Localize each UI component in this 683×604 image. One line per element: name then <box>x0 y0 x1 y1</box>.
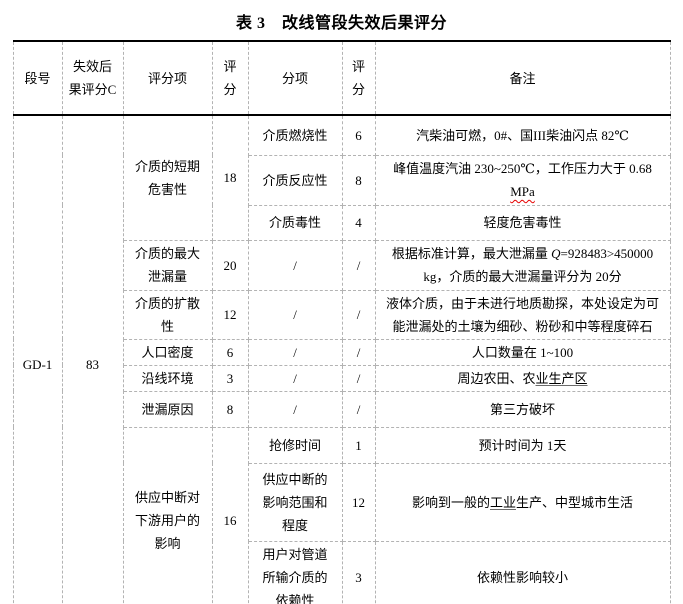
sub-score-cell: / <box>341 338 376 366</box>
header-score: 评分 <box>211 40 249 116</box>
spellcheck-marked-text: MPa <box>510 184 535 199</box>
sub-score-cell: 4 <box>341 204 376 241</box>
item-cell: 介质的最大泄漏量 <box>122 239 213 291</box>
item-cell: 供应中断对下游用户的影响 <box>122 426 213 604</box>
failure-consequence-table: 段号 失效后果评分C 评分项 评分 分项 评分 备注 GD-1 83 介质的短期… <box>12 40 671 604</box>
header-sub-score: 评分 <box>341 40 376 116</box>
item-score-cell: 8 <box>211 390 249 428</box>
sub-item-cell: 用户对管道所输介质的依赖性 <box>247 540 343 604</box>
sub-item-cell: / <box>247 289 343 340</box>
sub-item-cell: 介质燃烧性 <box>247 114 343 156</box>
note-cell: 人口数量在 1~100 <box>374 338 671 366</box>
note-cell: 预计时间为 1天 <box>374 426 671 464</box>
table-row: GD-1 83 介质的短期危害性 18 介质燃烧性 6 汽柴油可燃，0#、国II… <box>12 114 671 604</box>
sub-item-cell: 介质反应性 <box>247 154 343 206</box>
sub-score-cell: / <box>341 239 376 291</box>
table-row: 介质毒性 4 轻度危害毒性 <box>13 204 671 241</box>
item-score-cell: 12 <box>211 289 249 340</box>
note-text: 根据标准计算，最大泄漏量 <box>391 246 552 261</box>
note-text: 影响到一般的 <box>411 494 490 510</box>
segment-id-cell: GD-1 <box>12 114 63 604</box>
table-row: 介质反应性 8 峰值温度汽油 230~250℃，工作压力大于 0.68 MPa <box>13 154 671 206</box>
item-cell: 泄漏原因 <box>122 390 213 428</box>
note-text: 周边农田、农 <box>457 370 536 386</box>
header-row: 段号 失效后果评分C 评分项 评分 分项 评分 备注 <box>12 40 671 116</box>
note-cell: 影响到一般的工业生产、中型城市生活 <box>374 462 671 542</box>
note-text: 生产、中型城市生活 <box>516 494 634 510</box>
note-text: =928483>450000 <box>560 246 654 261</box>
item-score-cell: 20 <box>211 239 249 291</box>
item-score-cell: 3 <box>211 364 249 392</box>
header-item: 评分项 <box>122 40 213 116</box>
sub-item-cell: 供应中断的影响范围和程度 <box>247 462 343 542</box>
note-text: kg，介质的最大泄漏量评分为 20分 <box>423 269 622 284</box>
segment-score-cell: 83 <box>61 114 124 604</box>
item-cell: 介质的短期危害性 <box>122 114 213 241</box>
note-cell: 根据标准计算，最大泄漏量 Q=928483>450000 kg，介质的最大泄漏量评… <box>374 239 671 291</box>
item-score-cell: 16 <box>211 426 249 604</box>
item-score-cell: 18 <box>211 114 249 241</box>
note-cell: 周边农田、农业生产区 <box>374 364 671 392</box>
sub-item-cell: 介质毒性 <box>247 204 343 241</box>
item-score-cell: 6 <box>211 338 249 366</box>
sub-score-cell: 3 <box>341 540 376 604</box>
item-cell: 介质的扩散性 <box>122 289 213 340</box>
grammar-marked-text: 工业 <box>489 494 516 510</box>
header-sub-item: 分项 <box>247 40 343 116</box>
header-segment: 段号 <box>12 40 63 116</box>
sub-item-cell: / <box>247 390 343 428</box>
table-row: 用户对管道所输介质的依赖性 3 依赖性影响较小 <box>13 540 671 604</box>
sub-score-cell: / <box>341 289 376 340</box>
note-cell: 液体介质，由于未进行地质勘探，本处设定为可能泄漏处的土壤为细砂、粉砂和中等程度碎… <box>374 289 671 340</box>
table-title: 表 3 改线管段失效后果评分 <box>235 15 447 32</box>
note-cell: 峰值温度汽油 230~250℃，工作压力大于 0.68 MPa <box>374 154 671 206</box>
header-score-c: 失效后果评分C <box>61 40 124 116</box>
sub-item-cell: / <box>247 338 343 366</box>
sub-score-cell: 8 <box>341 154 376 206</box>
table-row: 介质的最大泄漏量 20 / / 根据标准计算，最大泄漏量 Q=928483>45… <box>13 239 671 291</box>
sub-score-cell: 12 <box>341 462 376 542</box>
grammar-marked-text: 业生产区 <box>535 370 588 386</box>
note-cell: 汽柴油可燃，0#、国III柴油闪点 82℃ <box>374 114 671 156</box>
note-text: 峰值温度汽油 230~250℃，工作压力大于 0.68 <box>393 161 652 176</box>
sub-score-cell: / <box>341 390 376 428</box>
sub-score-cell: 1 <box>341 426 376 464</box>
table-row: 供应中断的影响范围和程度 12 影响到一般的工业生产、中型城市生活 <box>13 462 671 542</box>
sub-item-cell: 抢修时间 <box>247 426 343 464</box>
table-row: 介质的扩散性 12 / / 液体介质，由于未进行地质勘探，本处设定为可能泄漏处的… <box>13 289 671 340</box>
item-cell: 人口密度 <box>122 338 213 366</box>
sub-score-cell: / <box>341 364 376 392</box>
header-note: 备注 <box>374 40 671 116</box>
variable-q: Q <box>551 246 561 261</box>
item-cell: 沿线环境 <box>122 364 213 392</box>
table-row: 沿线环境 3 / / 周边农田、农业生产区 <box>13 364 671 392</box>
note-cell: 依赖性影响较小 <box>374 540 671 604</box>
sub-item-cell: / <box>247 239 343 291</box>
sub-item-cell: / <box>247 364 343 392</box>
sub-score-cell: 6 <box>341 114 376 156</box>
table-row: 泄漏原因 8 / / 第三方破坏 <box>13 390 671 428</box>
note-cell: 轻度危害毒性 <box>374 204 671 241</box>
note-cell: 第三方破坏 <box>374 390 671 428</box>
